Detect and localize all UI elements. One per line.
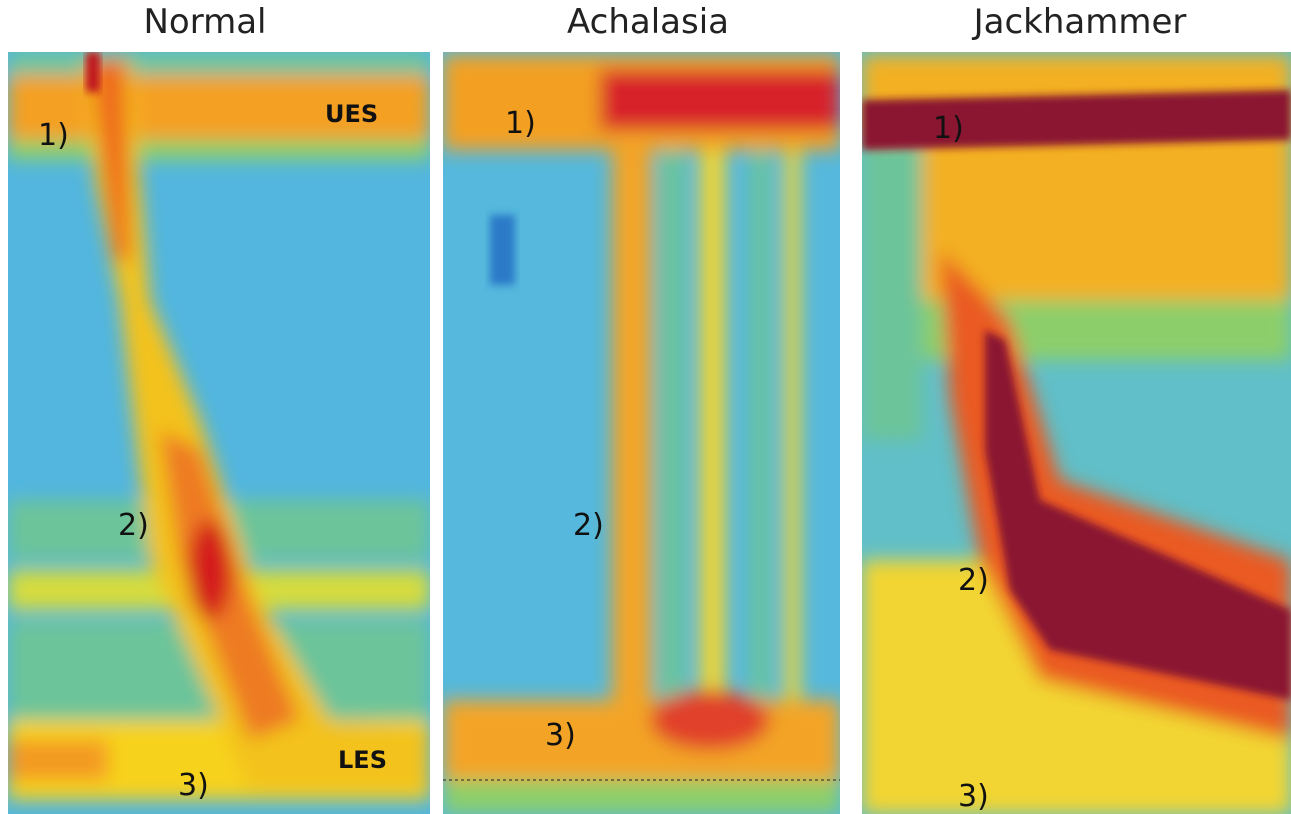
panel-title: Achalasia	[567, 2, 729, 42]
label: 1)	[505, 106, 536, 141]
label: 2)	[958, 563, 989, 598]
label: 3)	[178, 768, 209, 803]
label: 2)	[118, 508, 149, 543]
panel-title: Normal	[143, 2, 266, 42]
label: 1)	[933, 111, 964, 146]
jackhammer-plot	[862, 52, 1291, 814]
label: 2)	[573, 508, 604, 543]
achalasia-plot	[443, 52, 840, 814]
panel-title: Jackhammer	[972, 2, 1187, 42]
label: UES	[325, 100, 378, 128]
label: 3)	[958, 779, 989, 814]
label: LES	[338, 746, 387, 774]
label: 1)	[38, 118, 69, 153]
label: 3)	[545, 718, 576, 753]
figure: Normal Achalasia Jackhammer UES 1) 2) LE…	[0, 0, 1291, 814]
normal-plot	[8, 50, 430, 814]
